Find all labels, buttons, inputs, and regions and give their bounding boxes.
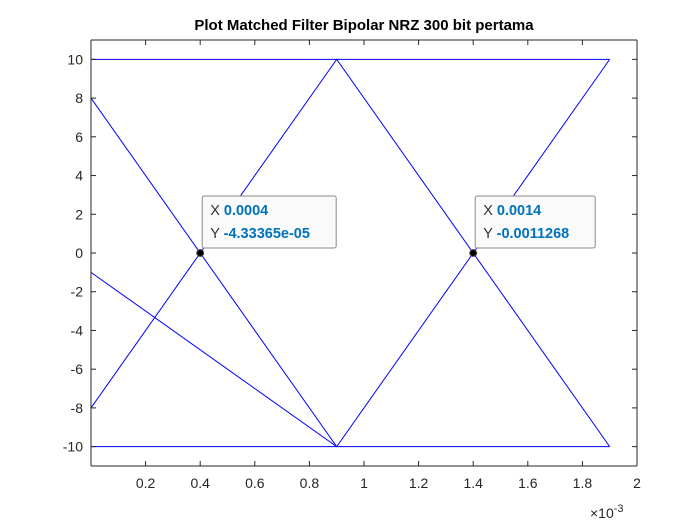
series-line-4	[90, 58, 611, 447]
x-tick-label: 1	[360, 475, 368, 491]
x-tick-label: 1.6	[518, 475, 538, 491]
datatip-y-key: Y	[483, 226, 496, 242]
datatip-x-value: 0.0004	[224, 203, 268, 219]
svg-text:×10-3: ×10-3	[590, 503, 624, 521]
y-tick-label: 2	[75, 206, 83, 222]
axes-layer	[90, 39, 638, 467]
y-tick-label: -4	[71, 322, 84, 338]
datatip-y-line: Y -4.33365e-05	[210, 226, 310, 242]
x-exponent-label: ×10-3	[590, 503, 624, 521]
x-tick-label: 0.4	[190, 475, 210, 491]
y-tick-label: 10	[67, 51, 83, 67]
x-tick-label: 2	[633, 475, 641, 491]
y-tick-label: -2	[71, 284, 84, 300]
y-tick-label: 8	[75, 90, 83, 106]
series-line-5	[90, 271, 337, 448]
x-tick-label: 0.6	[245, 475, 265, 491]
y-tick-label: 6	[75, 129, 83, 145]
x-tick-label: 0.2	[136, 475, 156, 491]
plot-background[interactable]	[91, 40, 637, 466]
y-tick-label: -10	[63, 439, 83, 455]
datatip-x-key: X	[210, 203, 224, 219]
datatip-y-key: Y	[210, 226, 223, 242]
x-tick-label: 1.8	[573, 475, 593, 491]
y-tick-label: -8	[71, 400, 84, 416]
chart-title: Plot Matched Filter Bipolar NRZ 300 bit …	[194, 17, 534, 34]
datatip-y-value: -4.33365e-05	[224, 226, 310, 242]
series-layer	[90, 58, 611, 448]
tick-labels: 0.2 0.4 0.6 0.8 1 1.2 1.4 1.6 1.8 2 10 8 6 4 2 0 -2 -4 -6 -…	[63, 51, 641, 491]
datatip-box[interactable]	[201, 195, 337, 249]
x-tick-label: 0.8	[300, 475, 320, 491]
datatip-marker[interactable]	[196, 249, 205, 258]
datatip-x-line: X 0.0014	[483, 203, 541, 219]
y-tick-label: 4	[75, 168, 83, 184]
x-tick-label: 1.2	[409, 475, 429, 491]
datatip-y-value: -0.0011268	[497, 226, 570, 242]
y-tick-label: -6	[71, 361, 84, 377]
datatip-x-value: 0.0014	[497, 203, 541, 219]
datatip-x-key: X	[483, 203, 497, 219]
x-tick-label: 1.4	[463, 475, 483, 491]
datatip-box[interactable]	[474, 195, 596, 249]
plot-area[interactable]	[91, 40, 637, 466]
datatip-marker[interactable]	[469, 249, 478, 258]
datatip-y-line: Y -0.0011268	[483, 226, 569, 242]
y-tick-label: 0	[75, 245, 83, 261]
datatip-x-line: X 0.0004	[210, 203, 268, 219]
